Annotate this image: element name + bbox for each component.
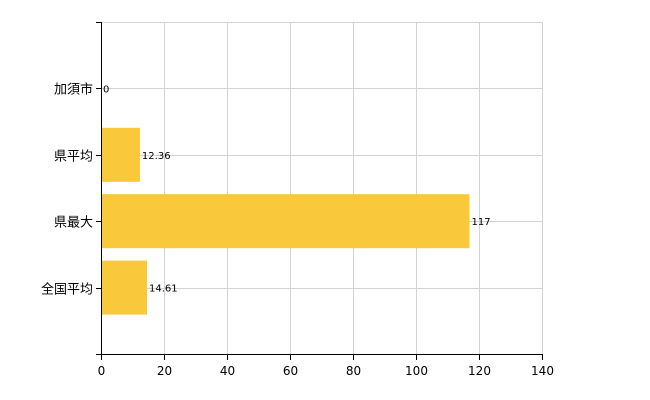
y-tick-label: 加須市 — [54, 82, 93, 98]
y-tick-label: 県平均 — [54, 150, 93, 165]
bar-県平均 — [101, 127, 140, 182]
grid-lines — [101, 22, 543, 354]
x-tick-label: 20 — [157, 364, 172, 378]
data-label: 0 — [103, 84, 109, 95]
x-tick-label: 0 — [98, 364, 106, 378]
bars — [101, 127, 470, 315]
y-tick-label: 全国平均 — [41, 282, 93, 298]
x-tick-label: 60 — [283, 364, 298, 378]
bar-全国平均 — [101, 260, 148, 315]
data-label: 14.61 — [149, 284, 178, 295]
x-tick-label: 120 — [468, 364, 491, 378]
x-tick-label: 140 — [531, 364, 554, 378]
y-tick-label: 県最大 — [54, 216, 93, 231]
x-tick-label: 100 — [405, 364, 428, 378]
axes — [96, 22, 543, 360]
x-tick-label: 80 — [346, 364, 361, 378]
data-label: 12.36 — [142, 151, 171, 162]
x-tick-label: 40 — [220, 364, 235, 378]
data-label: 117 — [472, 217, 491, 228]
bar-県最大 — [101, 194, 470, 249]
